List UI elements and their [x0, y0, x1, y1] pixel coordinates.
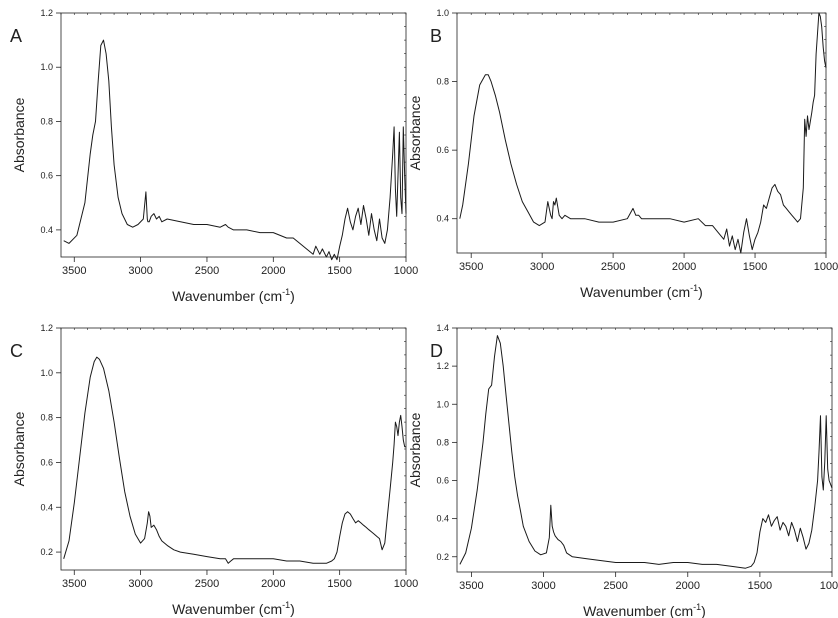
x-axis-title: Wavenumber (cm-1): [583, 602, 706, 618]
x-tick-label: 2000: [261, 265, 285, 277]
panel-a: 3500 3000 2500 2000 1500 1000 0.4 0.6 0.8 1.0 1.2 A…: [10, 8, 418, 304]
x-tick-label: 2000: [672, 261, 696, 273]
y-tick-label: 0.2: [40, 547, 53, 557]
y-tick-label: 1.0: [436, 8, 449, 18]
y-tick-label: 1.2: [40, 8, 53, 18]
panel-b: 3500 3000 2500 2000 1500 1000 0.4 0.6 0.8 1.0 B Abs…: [407, 8, 838, 300]
x-axis-title: Wavenumber (cm-1): [580, 283, 703, 300]
y-tick-label: 1.2: [40, 323, 53, 333]
x-tick-label: 3000: [128, 578, 152, 590]
x-tick-label: 2500: [601, 261, 625, 273]
x-tick-label: 3500: [62, 265, 86, 277]
x-tick-label: 2000: [676, 580, 700, 592]
x-axis-title: Wavenumber (cm-1): [172, 600, 295, 617]
x-tick-label: 1000: [814, 261, 838, 273]
y-tick-label: 0.8: [436, 437, 449, 447]
spectrum-line-a: [63, 39, 407, 261]
y-tick-label: 0.2: [436, 552, 449, 562]
x-tick-label: 1000: [394, 265, 418, 277]
panel-label: A: [10, 26, 22, 46]
panel-label: B: [430, 26, 442, 46]
x-tick-label: 3500: [459, 580, 483, 592]
x-tick-label: 1500: [327, 578, 351, 590]
x-tick-label: 2000: [261, 578, 285, 590]
panel-c: 3500 3000 2500 2000 1500 1000 0.2 0.4 0.6 0.8 1.0 1…: [10, 323, 418, 617]
x-tick-label: 2500: [195, 578, 219, 590]
y-tick-label: 0.6: [40, 171, 53, 181]
spectrum-line-c: [63, 356, 406, 564]
x-tick-label: 1500: [743, 261, 767, 273]
y-tick-label: 0.8: [436, 77, 449, 87]
x-tick-label: 3500: [62, 578, 86, 590]
y-tick-label: 0.4: [40, 502, 53, 512]
y-tick-label: 1.0: [436, 399, 449, 409]
y-tick-label: 0.4: [436, 514, 449, 524]
y-tick-label: 1.4: [436, 323, 449, 333]
y-tick-label: 0.6: [40, 457, 53, 467]
x-tick-label: 3500: [459, 261, 483, 273]
panel-d: 3500 3000 2500 2000 1500 1000 0.2 0.4 0.6 0.8 1.0 1…: [407, 323, 838, 618]
y-tick-label: 0.8: [40, 413, 53, 423]
y-axis-title: Absorbance: [407, 95, 423, 170]
panel-label: C: [10, 341, 23, 361]
y-tick-label: 0.4: [436, 214, 449, 224]
x-tick-label: 3000: [128, 265, 152, 277]
x-tick-label: 1000: [820, 580, 838, 592]
y-axis-title: Absorbance: [11, 411, 27, 486]
y-axis-title: Absorbance: [407, 412, 423, 487]
y-tick-label: 0.6: [436, 145, 449, 155]
x-tick-label: 1500: [748, 580, 772, 592]
x-tick-label: 2500: [195, 265, 219, 277]
spectrum-line-b: [459, 12, 827, 254]
y-tick-label: 0.6: [436, 476, 449, 486]
spectrum-line-d: [459, 335, 833, 569]
x-tick-label: 1000: [394, 578, 418, 590]
x-tick-label: 3000: [531, 580, 555, 592]
x-tick-label: 2500: [603, 580, 627, 592]
x-axis-title: Wavenumber (cm-1): [172, 287, 295, 304]
y-tick-label: 0.8: [40, 116, 53, 126]
y-tick-label: 1.0: [40, 368, 53, 378]
x-tick-label: 3000: [530, 261, 554, 273]
panel-label: D: [430, 341, 443, 361]
x-tick-label: 1500: [327, 265, 351, 277]
y-tick-label: 1.0: [40, 62, 53, 72]
y-axis-title: Absorbance: [11, 97, 27, 172]
y-tick-label: 0.4: [40, 225, 53, 235]
y-tick-label: 1.2: [436, 361, 449, 371]
